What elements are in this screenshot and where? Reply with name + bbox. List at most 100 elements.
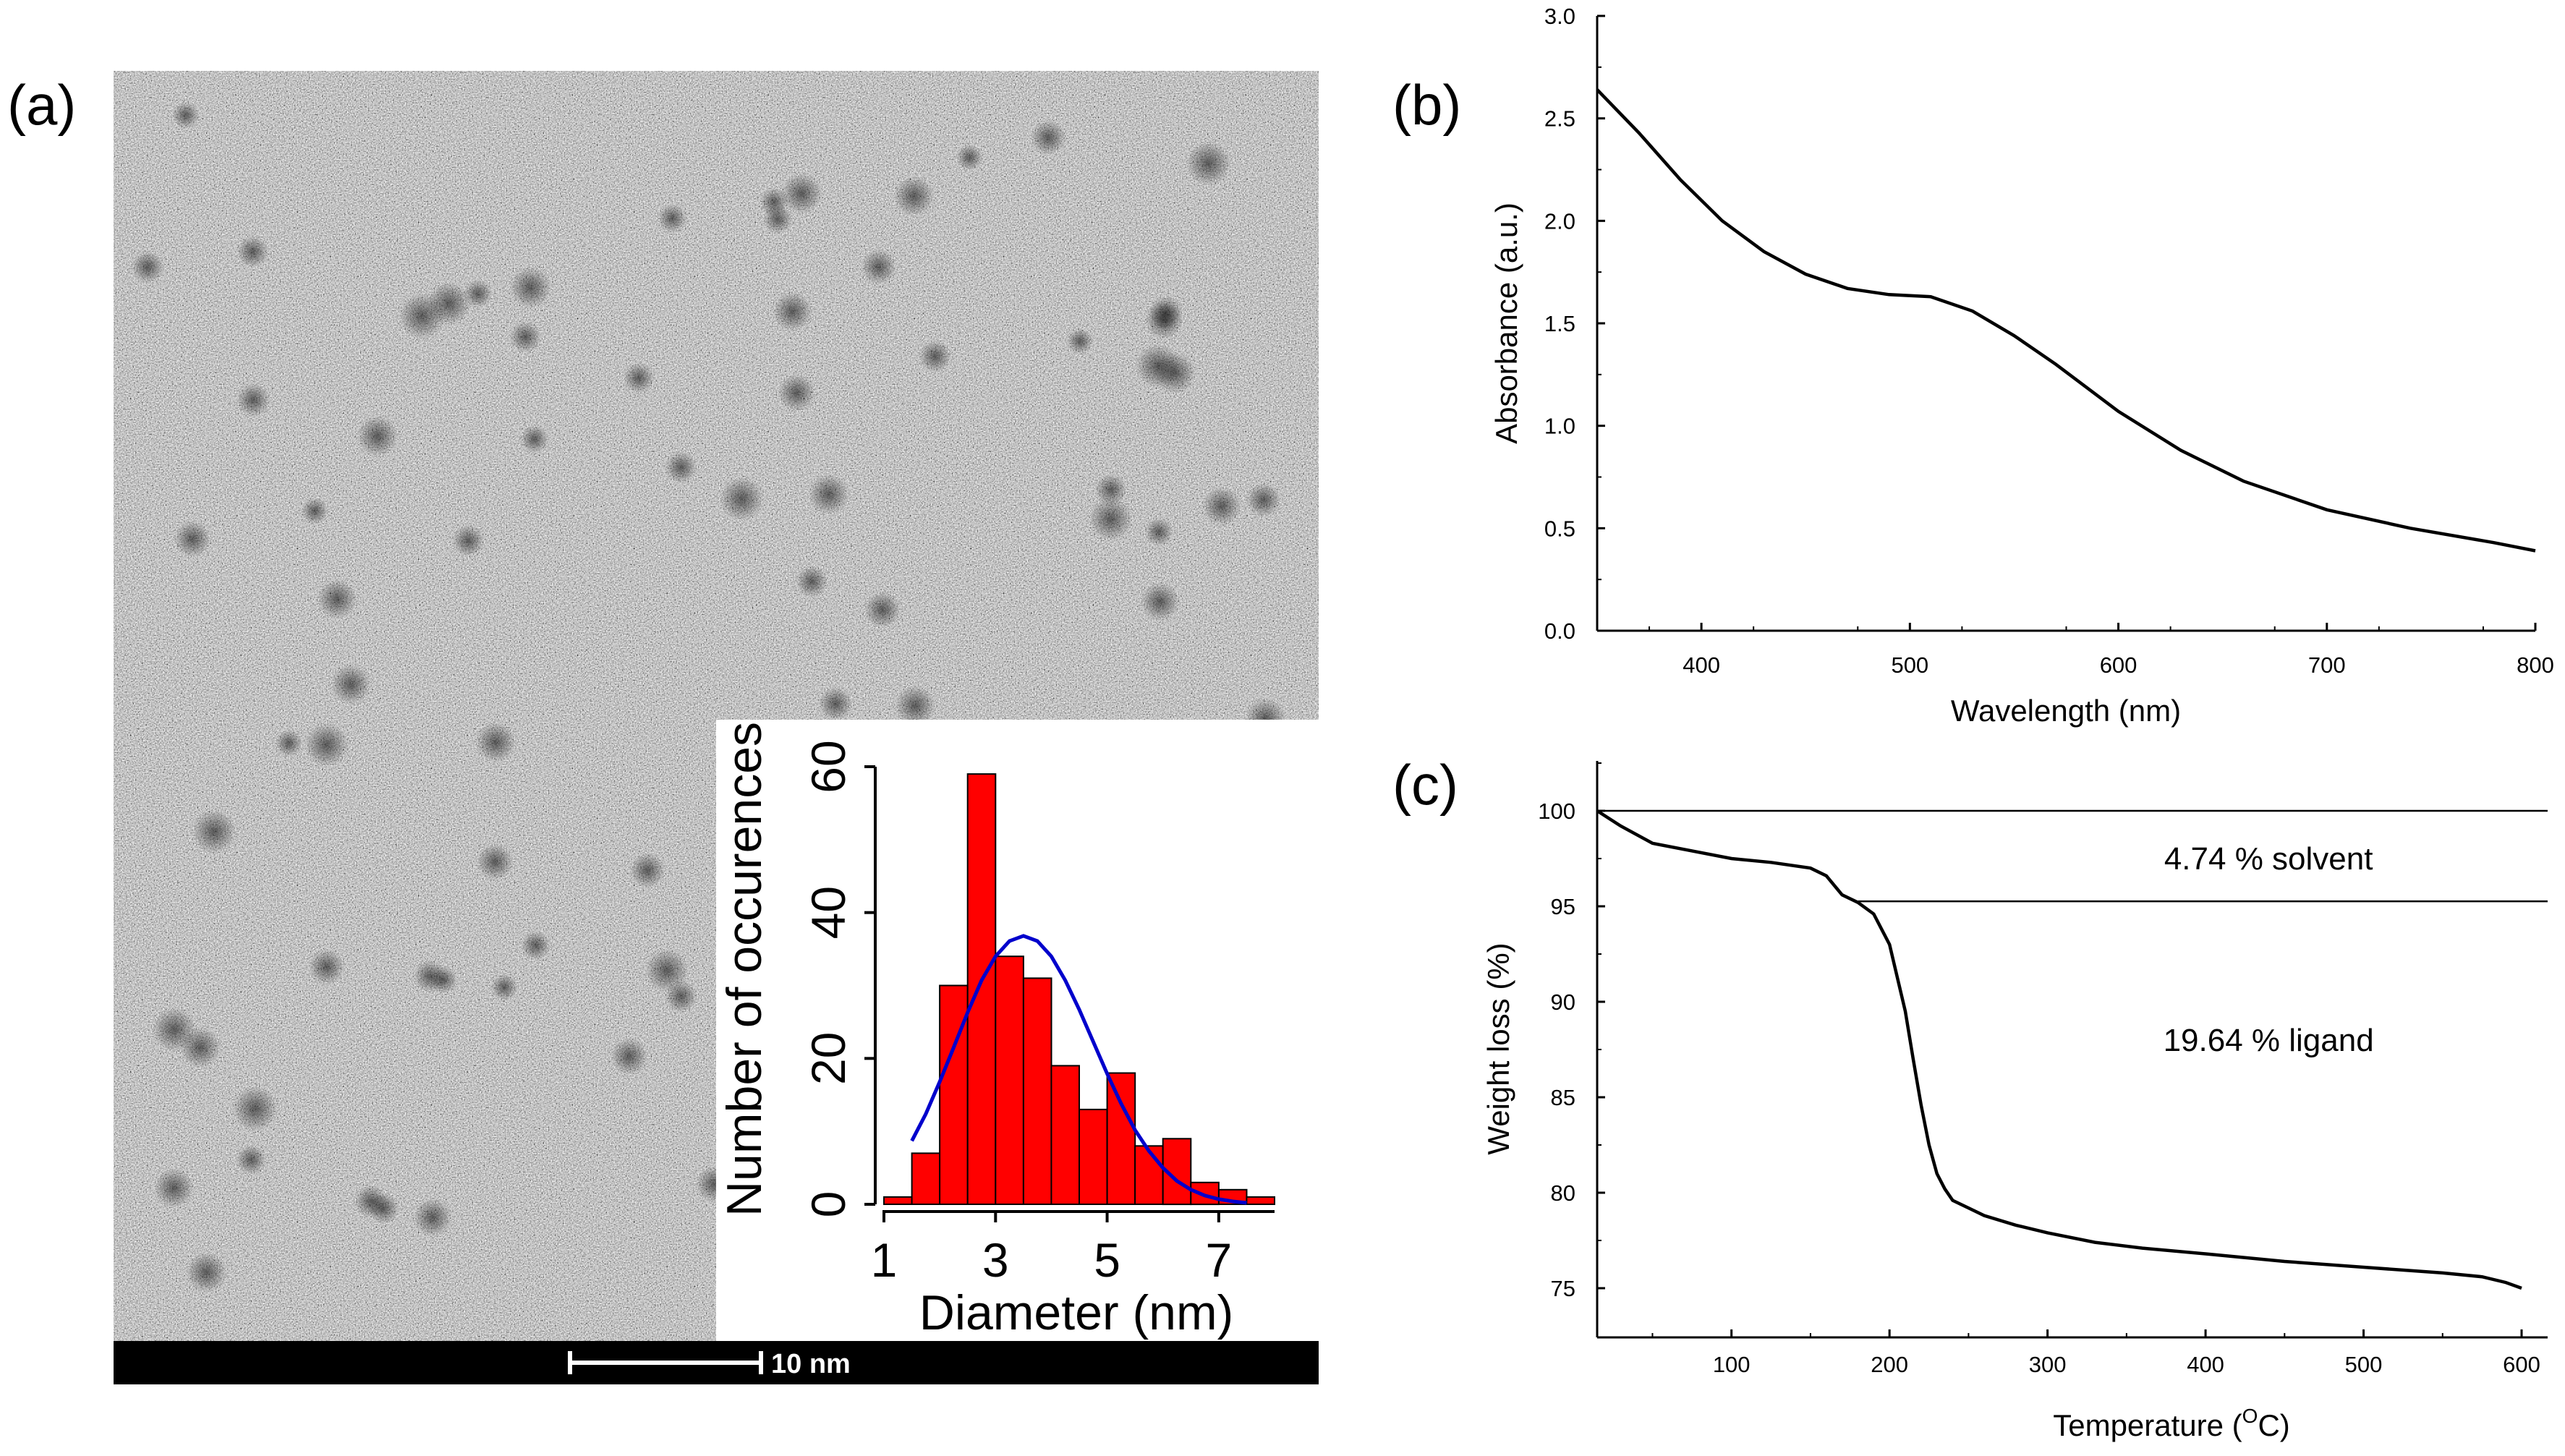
nanoparticle <box>509 321 542 353</box>
c-x-tick-label: 100 <box>1713 1352 1751 1377</box>
inset-x-tick-label: 5 <box>1094 1233 1120 1287</box>
b-y-tick-label: 3.0 <box>1544 4 1575 29</box>
tem-nanoparticles <box>131 101 1286 1293</box>
nanoparticle <box>665 451 697 484</box>
nanoparticle <box>186 1252 227 1293</box>
nanoparticle <box>464 279 493 308</box>
nanoparticle <box>796 565 828 597</box>
nanoparticle <box>301 497 328 524</box>
nanoparticle <box>629 852 665 888</box>
nanoparticle <box>1186 141 1231 186</box>
nanoparticle <box>956 144 983 171</box>
nanoparticle <box>1089 497 1133 541</box>
nanoparticle <box>354 1185 388 1218</box>
nanoparticle <box>490 974 518 1001</box>
inset-x-tick-label: 7 <box>1205 1233 1232 1287</box>
histogram-bar <box>1246 1196 1276 1206</box>
inset-x-tick-label: 3 <box>982 1233 1009 1287</box>
scale-bar-label: 10 nm <box>771 1349 851 1379</box>
b-x-tick-label: 600 <box>2100 652 2138 678</box>
inset-y-tick-label: 60 <box>801 740 855 793</box>
nanoparticle <box>232 1086 278 1132</box>
tga-curve <box>1596 809 2522 1290</box>
inset-y-tick-label: 0 <box>801 1191 855 1218</box>
nanoparticle <box>317 579 357 619</box>
histogram-bar <box>883 1196 913 1206</box>
b-y-tick-label: 0.0 <box>1544 618 1575 644</box>
b-x-tick-label: 400 <box>1683 652 1720 678</box>
nanoparticle <box>236 1144 267 1175</box>
nanoparticle <box>808 474 849 515</box>
nanoparticle <box>237 236 269 268</box>
nanoparticle <box>192 809 237 854</box>
nanoparticle <box>778 374 816 412</box>
c-y-tick-label: 85 <box>1551 1085 1575 1110</box>
panel-label-c: (c) <box>1392 753 1458 817</box>
histogram-bar <box>995 955 1024 1205</box>
inset-y-tick-label: 40 <box>801 886 855 939</box>
histogram-bar <box>1022 977 1052 1206</box>
c-y-tick-label: 100 <box>1538 799 1575 824</box>
b-y-tick-label: 1.0 <box>1544 414 1575 439</box>
nanoparticle <box>275 729 303 757</box>
b-y-tick-label: 1.5 <box>1544 311 1575 336</box>
nanoparticle <box>331 664 371 704</box>
nanoparticle <box>172 101 200 129</box>
tga-chart: 100 200 300 400 500 600 75 80 85 90 95 100 4.74 % s… <box>1481 761 2548 1442</box>
c-y-tick-label: 75 <box>1551 1276 1575 1301</box>
nanoparticle <box>773 291 812 331</box>
c-x-tick-label: 200 <box>1871 1352 1908 1377</box>
annotation-ligand: 19.64 % ligand <box>2164 1023 2374 1058</box>
panel-label-a: (a) <box>7 73 76 137</box>
inset-y-tick-label: 20 <box>801 1032 855 1085</box>
nanoparticle <box>131 250 164 284</box>
nanoparticle <box>1154 352 1196 394</box>
c-x-axis-title: Temperature (OC) <box>2053 1405 2290 1442</box>
nanoparticle <box>520 425 549 454</box>
nanoparticle <box>308 949 345 985</box>
scale-bar <box>568 1351 763 1374</box>
nanoparticle <box>1202 487 1241 526</box>
nanoparticle <box>919 340 952 372</box>
b-y-tick-label: 2.5 <box>1544 106 1575 132</box>
c-x-tick-label: 300 <box>2029 1352 2067 1377</box>
nanoparticle <box>893 176 935 217</box>
nanoparticle <box>1145 302 1183 340</box>
histogram-bar <box>1050 1065 1081 1206</box>
c-y-tick-label: 80 <box>1551 1180 1575 1206</box>
nanoparticle <box>236 383 271 417</box>
nanoparticle <box>413 1198 452 1237</box>
c-y-tick-label: 90 <box>1551 989 1575 1015</box>
c-x-tick-label: 600 <box>2503 1352 2540 1377</box>
nanoparticle <box>818 686 853 721</box>
nanoparticle <box>658 203 687 233</box>
absorbance-chart: 400 500 600 700 800 0.0 0.5 1.0 1.5 2.0 2.5 3.0 Wav… <box>1489 4 2554 728</box>
nanoparticle <box>475 722 516 762</box>
histogram-bar <box>966 773 997 1205</box>
nanoparticle <box>864 591 901 629</box>
nanoparticle <box>414 960 446 992</box>
b-x-tick-label: 500 <box>1891 652 1928 678</box>
inset-y-axis-title: Number of occurences <box>717 722 772 1217</box>
nanoparticle <box>1144 517 1173 546</box>
nanoparticle <box>623 362 655 393</box>
histogram-bar <box>1134 1145 1164 1206</box>
c-y-axis-title: Weight loss (%) <box>1481 942 1515 1154</box>
gaussian-fit-curve <box>910 934 1247 1205</box>
nanoparticle <box>781 173 822 214</box>
inset-x-tick-label: 1 <box>871 1233 898 1287</box>
nanoparticle <box>1246 482 1281 517</box>
b-x-tick-label: 800 <box>2517 652 2554 678</box>
histogram-bar <box>1106 1072 1136 1205</box>
b-y-tick-label: 0.5 <box>1544 516 1575 541</box>
nanoparticle <box>720 477 764 521</box>
b-x-tick-label: 700 <box>2308 652 2346 678</box>
tem-micrograph: 10 nm <box>114 71 1319 1384</box>
panel-label-b: (b) <box>1392 73 1461 137</box>
nanoparticle <box>861 249 897 285</box>
nanoparticle <box>521 930 550 961</box>
histogram-bar <box>911 1152 941 1206</box>
nanoparticle <box>1140 582 1180 621</box>
c-x-tick-label: 400 <box>2187 1352 2224 1377</box>
